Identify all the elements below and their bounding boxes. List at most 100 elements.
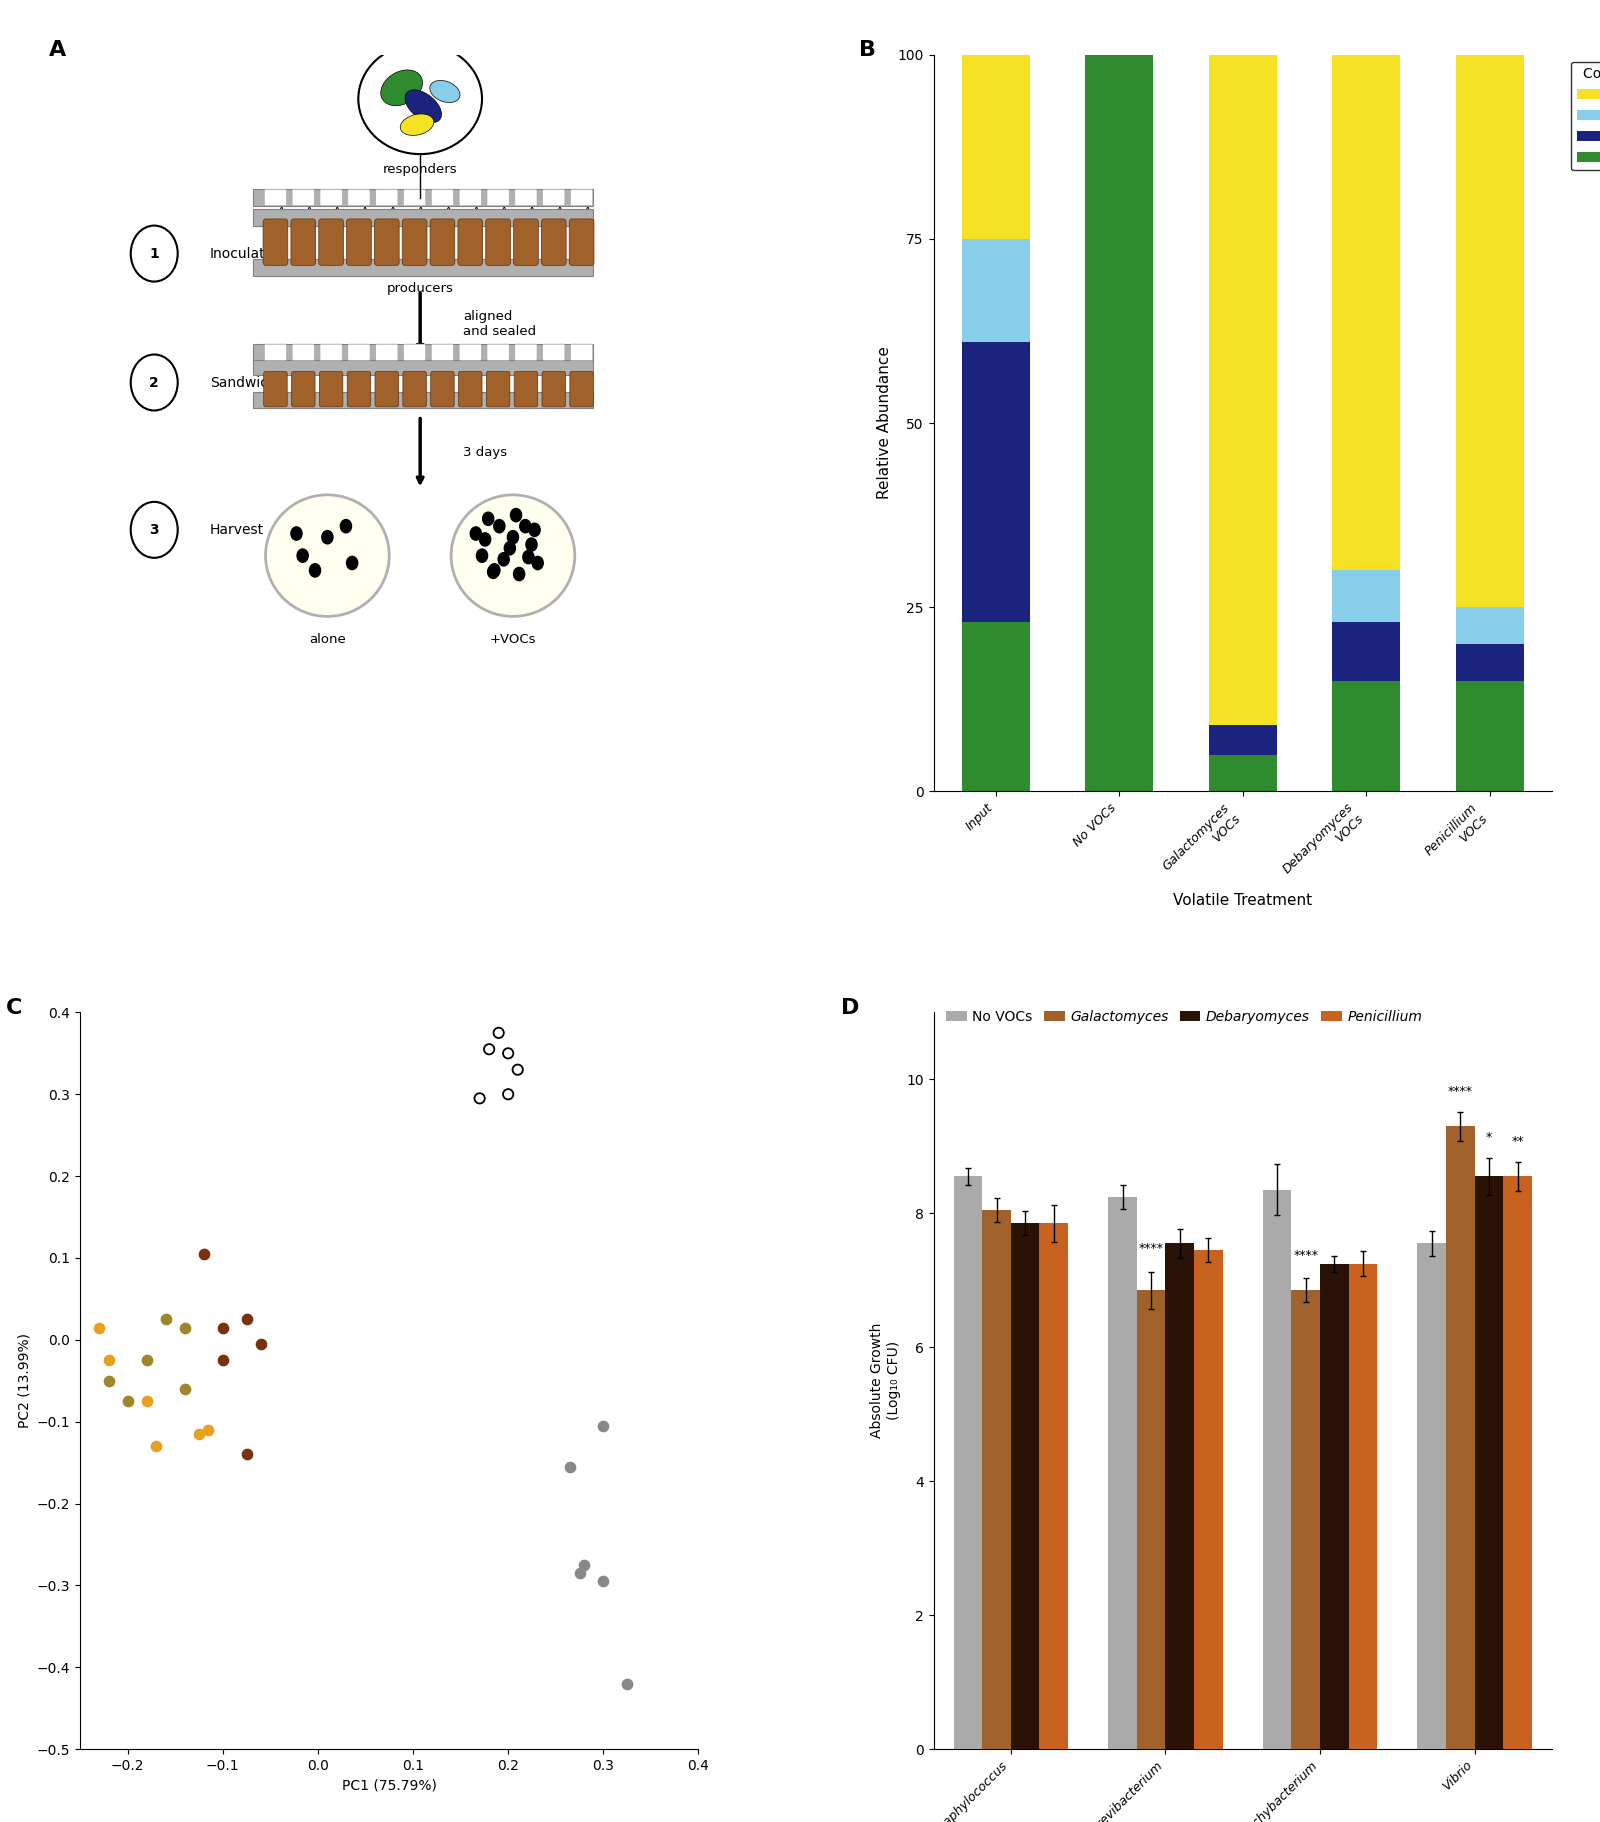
Circle shape xyxy=(523,550,534,563)
Bar xyxy=(1262,1190,1291,1749)
Text: 3: 3 xyxy=(149,523,158,537)
Bar xyxy=(1456,55,1523,607)
Text: A: A xyxy=(50,40,66,60)
Y-axis label: Absolute Growth
(Log₁₀ CFU): Absolute Growth (Log₁₀ CFU) xyxy=(870,1323,901,1438)
FancyBboxPatch shape xyxy=(514,219,538,266)
Bar xyxy=(1418,1243,1446,1749)
FancyBboxPatch shape xyxy=(459,189,482,206)
Bar xyxy=(1109,1197,1138,1749)
FancyBboxPatch shape xyxy=(486,189,509,206)
Point xyxy=(496,1039,522,1068)
Point xyxy=(86,1314,112,1343)
Point xyxy=(248,1330,274,1359)
Point xyxy=(477,1035,502,1064)
FancyBboxPatch shape xyxy=(571,344,592,361)
FancyBboxPatch shape xyxy=(432,189,453,206)
Point xyxy=(486,1018,512,1048)
Bar xyxy=(1208,55,1277,725)
Circle shape xyxy=(526,537,538,552)
Circle shape xyxy=(341,519,352,532)
Bar xyxy=(1194,1250,1222,1749)
FancyBboxPatch shape xyxy=(376,344,398,361)
Ellipse shape xyxy=(430,80,461,102)
Text: ****: **** xyxy=(1139,1243,1163,1255)
Text: *: * xyxy=(1486,1131,1493,1144)
Bar xyxy=(1456,607,1523,643)
Text: 3 days: 3 days xyxy=(464,446,507,459)
Circle shape xyxy=(507,530,518,543)
Point xyxy=(467,1084,493,1113)
Ellipse shape xyxy=(451,496,574,616)
FancyBboxPatch shape xyxy=(432,344,453,361)
Circle shape xyxy=(480,532,491,547)
Point xyxy=(590,1412,616,1441)
Text: ****: **** xyxy=(1448,1086,1474,1099)
Text: Sandwich: Sandwich xyxy=(210,375,277,390)
FancyBboxPatch shape xyxy=(374,372,398,406)
FancyBboxPatch shape xyxy=(264,372,286,406)
FancyBboxPatch shape xyxy=(403,372,426,406)
Bar xyxy=(962,621,1029,791)
Text: B: B xyxy=(859,40,877,60)
FancyBboxPatch shape xyxy=(347,372,371,406)
FancyBboxPatch shape xyxy=(264,344,286,361)
FancyBboxPatch shape xyxy=(430,372,454,406)
Point xyxy=(195,1416,221,1445)
Bar xyxy=(954,1177,982,1749)
Point xyxy=(171,1314,197,1343)
Circle shape xyxy=(498,552,509,567)
Bar xyxy=(1208,725,1277,754)
Circle shape xyxy=(322,530,333,543)
Text: **: ** xyxy=(1512,1135,1523,1148)
Bar xyxy=(982,1210,1011,1749)
FancyBboxPatch shape xyxy=(515,344,538,361)
FancyBboxPatch shape xyxy=(253,392,594,408)
Circle shape xyxy=(291,527,302,539)
Text: producers: producers xyxy=(387,282,454,295)
Circle shape xyxy=(504,541,515,556)
Ellipse shape xyxy=(381,69,422,106)
Circle shape xyxy=(483,512,494,525)
FancyBboxPatch shape xyxy=(347,189,370,206)
FancyBboxPatch shape xyxy=(347,219,371,266)
Circle shape xyxy=(520,519,531,532)
Circle shape xyxy=(488,565,499,578)
FancyBboxPatch shape xyxy=(293,344,315,361)
Point xyxy=(571,1551,597,1580)
Point xyxy=(144,1432,170,1461)
Text: Inoculation: Inoculation xyxy=(210,246,286,261)
Point xyxy=(506,1055,531,1084)
FancyBboxPatch shape xyxy=(570,219,594,266)
X-axis label: PC1 (75.79%): PC1 (75.79%) xyxy=(342,1778,437,1793)
FancyBboxPatch shape xyxy=(514,372,538,406)
Bar xyxy=(1456,681,1523,791)
Bar xyxy=(1320,1263,1349,1749)
Ellipse shape xyxy=(266,496,389,616)
FancyBboxPatch shape xyxy=(571,189,592,206)
Text: 2: 2 xyxy=(149,375,158,390)
Point xyxy=(96,1366,122,1396)
FancyBboxPatch shape xyxy=(320,189,342,206)
Text: Harvest: Harvest xyxy=(210,523,264,537)
FancyBboxPatch shape xyxy=(318,219,344,266)
Text: aligned
and sealed: aligned and sealed xyxy=(464,310,536,337)
FancyBboxPatch shape xyxy=(253,344,594,361)
Point xyxy=(171,1374,197,1403)
FancyBboxPatch shape xyxy=(376,189,398,206)
Text: C: C xyxy=(6,998,22,1018)
Bar xyxy=(1333,570,1400,621)
Point xyxy=(134,1346,160,1376)
Legend: No VOCs, Galactomyces, Debaryomyces, Penicillium: No VOCs, Galactomyces, Debaryomyces, Pen… xyxy=(941,1004,1427,1029)
FancyBboxPatch shape xyxy=(542,344,565,361)
Point xyxy=(134,1387,160,1416)
Point xyxy=(96,1346,122,1376)
Point xyxy=(154,1305,179,1334)
Point xyxy=(557,1452,582,1481)
FancyBboxPatch shape xyxy=(262,219,288,266)
Text: 1: 1 xyxy=(149,246,158,261)
FancyBboxPatch shape xyxy=(458,219,483,266)
FancyBboxPatch shape xyxy=(515,189,538,206)
Ellipse shape xyxy=(405,89,442,122)
Circle shape xyxy=(510,508,522,521)
FancyBboxPatch shape xyxy=(542,372,565,406)
